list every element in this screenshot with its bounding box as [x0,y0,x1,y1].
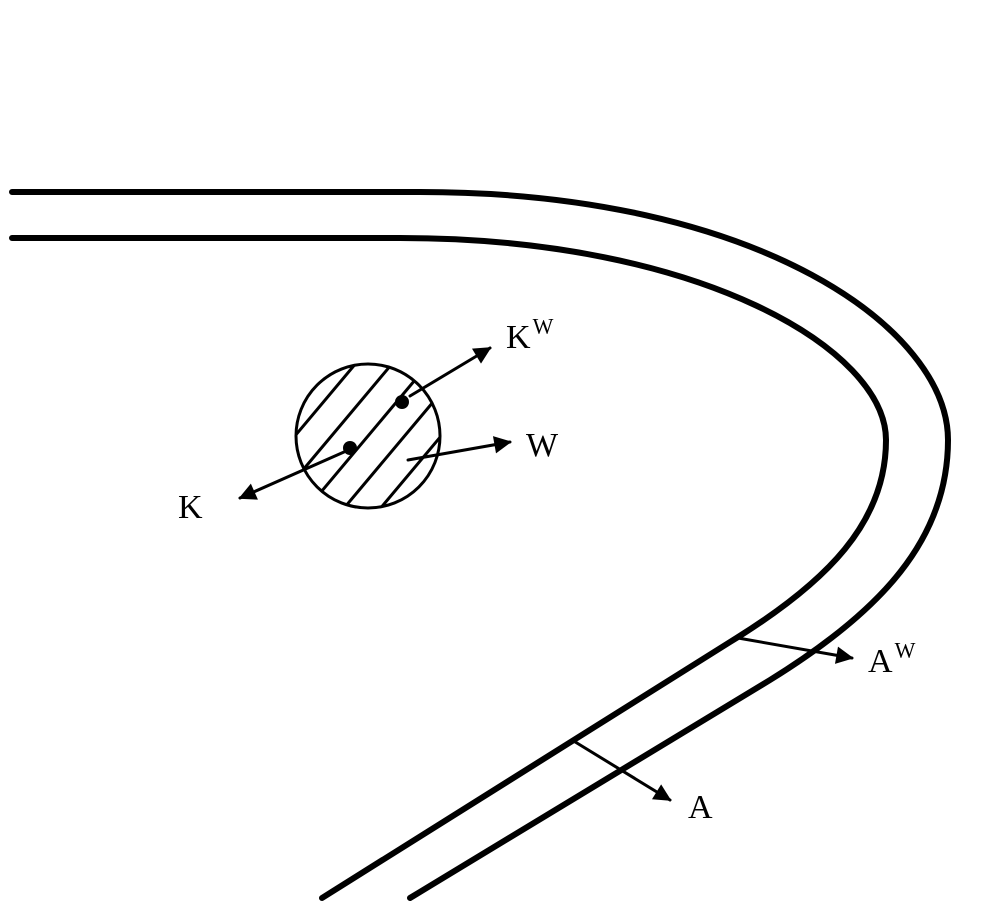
arrow-aw [738,638,852,658]
label-aw-sup: W [895,638,916,663]
label-kw: KW [506,314,554,356]
outer-curve [12,192,948,898]
arrow-w [408,442,510,460]
point-kw [395,395,409,409]
label-w: W [526,427,559,464]
inner-curve [12,238,886,898]
arrow-kw [410,348,490,396]
label-k: K [178,489,203,526]
label-kw-sup: W [533,314,554,339]
arrow-k [240,452,344,498]
label-a: A [688,789,713,826]
label-aw: AW [868,638,916,680]
